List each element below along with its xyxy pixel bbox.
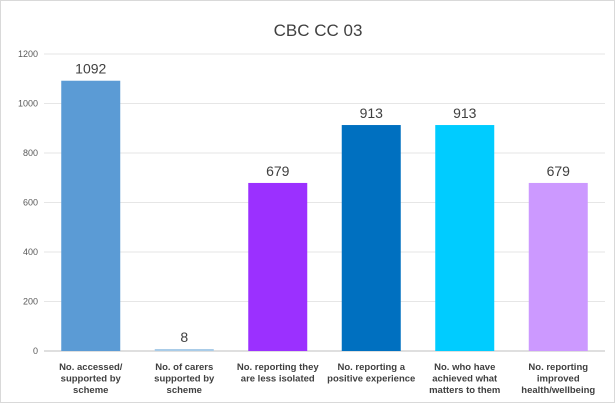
data-label: 679 xyxy=(547,163,571,179)
category-label: No. accessed/supported by scheme xyxy=(59,362,123,396)
category-label-line: scheme xyxy=(167,385,202,396)
bar xyxy=(61,80,121,351)
category-label: No. of carers supported by scheme xyxy=(154,362,215,396)
category-label-line: No. reporting they xyxy=(237,362,320,373)
category-label-line: achieved what xyxy=(432,374,498,385)
data-label: 913 xyxy=(453,105,477,121)
y-tick-label: 1200 xyxy=(18,49,38,59)
data-label: 8 xyxy=(180,329,188,345)
category-label: No. reporting improved health/wellbeing xyxy=(521,362,595,396)
category-label: No. who have achieved what matters to them xyxy=(429,362,500,396)
category-label-line: matters to them xyxy=(429,385,500,396)
category-label-line: No. who have xyxy=(434,362,495,373)
category-label-line: supported by xyxy=(154,374,215,385)
y-tick-label: 800 xyxy=(23,148,38,158)
y-axis-ticks: 0 200 400 600 800 1000 1200 xyxy=(18,49,38,356)
data-label: 1092 xyxy=(75,61,106,77)
category-label-line: No. of carers xyxy=(155,362,213,373)
y-tick-label: 600 xyxy=(23,198,38,208)
bars xyxy=(61,80,588,351)
data-label: 679 xyxy=(266,163,290,179)
category-label-line: positive experience xyxy=(327,374,415,385)
y-tick-label: 0 xyxy=(33,346,38,356)
y-tick-label: 200 xyxy=(23,297,38,307)
category-label: No. reporting they are less isolated xyxy=(237,362,320,385)
y-tick-label: 1000 xyxy=(18,99,38,109)
data-label: 913 xyxy=(360,105,384,121)
bar xyxy=(154,349,214,351)
gridlines xyxy=(44,53,605,352)
category-label-line: are less isolated xyxy=(241,374,315,385)
bar xyxy=(528,182,588,351)
data-labels: 1092 8 679 913 913 679 xyxy=(75,61,570,345)
bar xyxy=(341,125,401,351)
category-label-line: No. accessed/ xyxy=(59,362,123,373)
category-label-line: improved xyxy=(537,374,580,385)
y-tick-label: 400 xyxy=(23,247,38,257)
category-label-line: scheme xyxy=(73,385,108,396)
category-label-line: No. reporting xyxy=(528,362,588,373)
category-label-line: health/wellbeing xyxy=(521,385,595,396)
category-label-line: No. reporting a xyxy=(337,362,405,373)
category-label: No. reporting a positive experience xyxy=(327,362,415,385)
bar xyxy=(435,125,495,351)
chart-title: CBC CC 03 xyxy=(274,21,363,40)
bar xyxy=(248,182,308,351)
category-label-line: supported by xyxy=(61,374,122,385)
